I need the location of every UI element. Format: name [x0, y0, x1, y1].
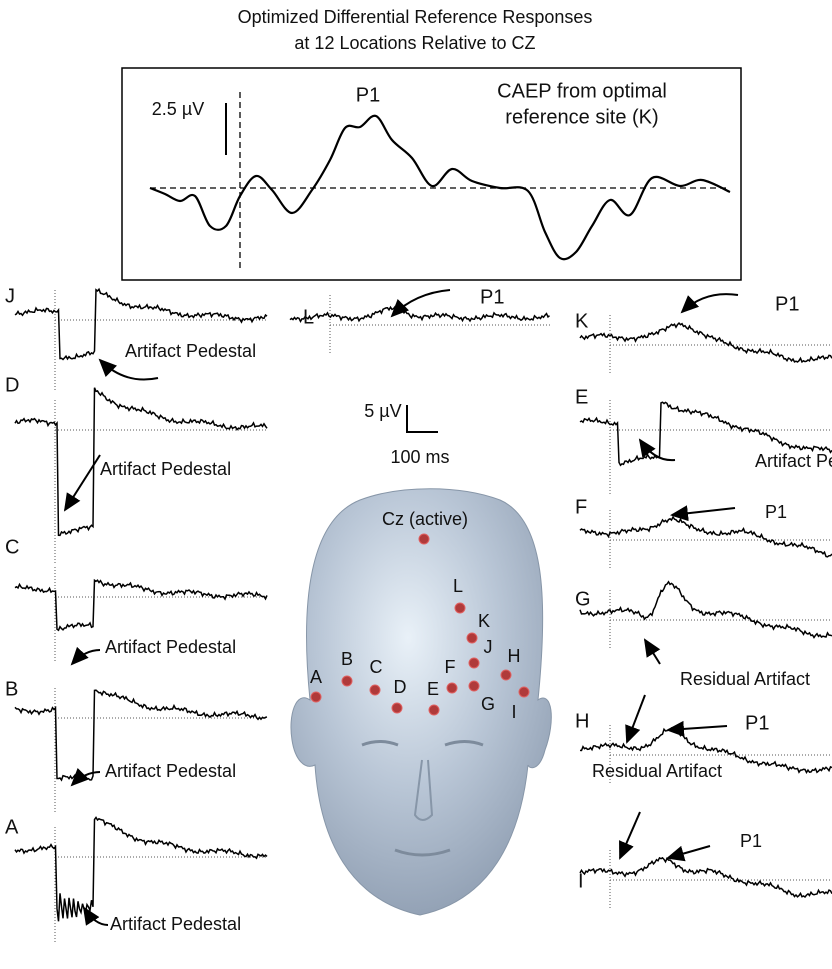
electrode-label: J — [484, 637, 493, 657]
active-label: Cz (active) — [382, 509, 468, 529]
annotation: Residual Artifact — [680, 669, 810, 689]
waveform — [579, 580, 832, 639]
waveform — [289, 305, 550, 324]
electrode-label: L — [453, 576, 463, 596]
annotation: Artifact Pedestal — [125, 341, 256, 361]
head — [290, 488, 552, 916]
waveform — [579, 322, 832, 364]
electrode-label: K — [478, 611, 490, 631]
caption: reference site (K) — [505, 106, 658, 128]
electrode — [466, 632, 478, 644]
trace-label: G — [575, 588, 591, 610]
electrode-label: D — [394, 677, 407, 697]
annotation: Residual Artifact — [592, 761, 722, 781]
trace-label: C — [5, 536, 19, 558]
trace-label: I — [578, 870, 584, 892]
trace-label: D — [5, 374, 19, 396]
trace-label: J — [5, 285, 15, 307]
trace-label: B — [5, 678, 18, 700]
annotation: Artifact Pedestal — [105, 761, 236, 781]
electrode-label: E — [427, 679, 439, 699]
electrode — [418, 533, 430, 545]
annotation: P1 — [745, 712, 769, 734]
annotation: Artifact Pedestal — [100, 459, 231, 479]
electrode-label: H — [508, 646, 521, 666]
caep-wave — [149, 114, 731, 261]
annotation: Artifact Pedestal — [110, 914, 241, 934]
annotation: Artifact Pedestal — [105, 637, 236, 657]
scale-time: 100 ms — [390, 447, 449, 467]
trace-label: K — [575, 310, 589, 332]
waveform — [14, 816, 268, 922]
annotation: P1 — [480, 286, 504, 308]
annotation: P1 — [775, 293, 799, 315]
title: Optimized Differential Reference Respons… — [238, 7, 593, 27]
scale-bar — [406, 405, 438, 433]
trace-label: E — [575, 386, 588, 408]
waveform — [579, 726, 832, 775]
waveform — [14, 287, 268, 361]
electrode — [468, 680, 480, 692]
trace-label: A — [5, 816, 19, 838]
waveform — [579, 515, 832, 558]
electrode — [391, 702, 403, 714]
electrode — [341, 675, 353, 687]
waveform — [14, 578, 268, 632]
electrode-label: G — [481, 694, 495, 714]
electrode — [454, 602, 466, 614]
top-panel — [121, 67, 742, 281]
electrode-label: I — [511, 702, 516, 722]
electrode — [518, 686, 530, 698]
electrode — [428, 704, 440, 716]
annotation: P1 — [740, 831, 762, 851]
trace-label: H — [575, 710, 589, 732]
electrode — [369, 684, 381, 696]
electrode — [468, 657, 480, 669]
trace-label: F — [575, 496, 587, 518]
electrode — [310, 691, 322, 703]
electrode-label: F — [445, 657, 456, 677]
trace-label: L — [303, 306, 314, 328]
peak-label: P1 — [356, 84, 380, 106]
electrode-label: C — [370, 657, 383, 677]
waveform — [14, 689, 268, 782]
electrode-label: A — [310, 667, 322, 687]
electrode — [446, 682, 458, 694]
waveform — [579, 401, 832, 467]
caption: CAEP from optimal — [497, 80, 667, 102]
annotation: P1 — [765, 502, 787, 522]
annotation: Artifact Pedestal — [755, 451, 832, 471]
waveform — [579, 856, 832, 899]
title: at 12 Locations Relative to CZ — [294, 33, 535, 53]
electrode — [500, 669, 512, 681]
waveform — [14, 387, 268, 537]
scale-amplitude: 5 µV — [364, 401, 401, 421]
scale-label: 2.5 µV — [152, 99, 204, 119]
electrode-label: B — [341, 649, 353, 669]
